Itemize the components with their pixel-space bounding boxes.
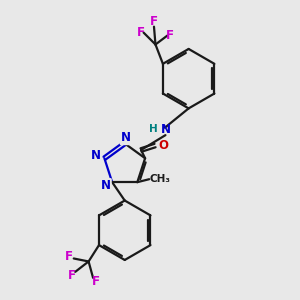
Text: F: F: [150, 15, 158, 28]
Text: F: F: [92, 275, 100, 288]
Text: F: F: [64, 250, 72, 263]
Text: F: F: [68, 269, 76, 282]
Text: N: N: [121, 131, 131, 144]
Text: N: N: [100, 179, 111, 192]
Text: N: N: [160, 123, 170, 136]
Text: F: F: [166, 29, 174, 42]
Text: N: N: [91, 149, 101, 162]
Text: F: F: [136, 26, 145, 39]
Text: H: H: [149, 124, 158, 134]
Text: O: O: [158, 139, 168, 152]
Text: CH₃: CH₃: [150, 174, 171, 184]
